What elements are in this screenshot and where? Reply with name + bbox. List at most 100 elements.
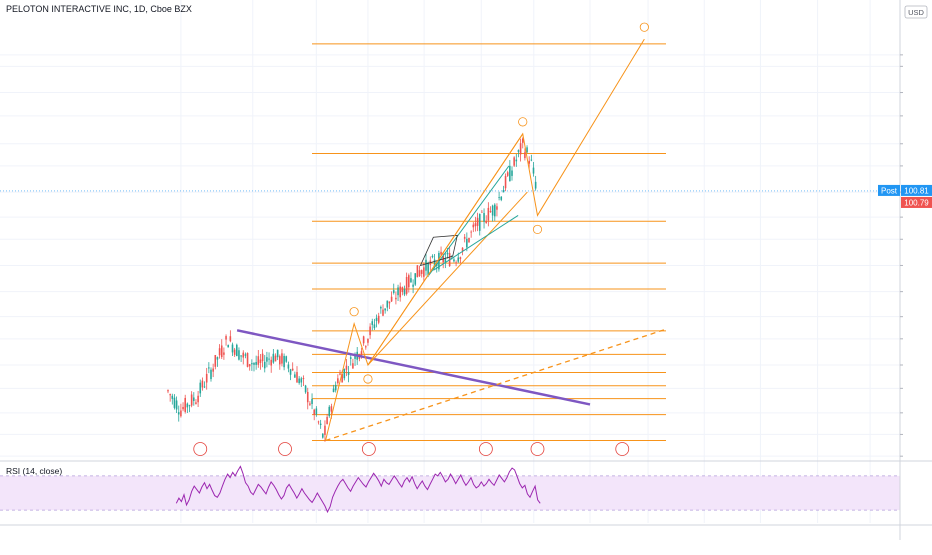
candle-body — [509, 165, 511, 182]
candle-body — [534, 181, 537, 189]
rsi-band — [0, 475, 900, 511]
candle-body — [474, 223, 477, 227]
candle-body — [343, 369, 346, 379]
rsi-line — [175, 465, 541, 514]
candle-body — [175, 400, 178, 410]
candle-body — [511, 170, 513, 176]
candle-body — [476, 217, 479, 226]
candle-body — [414, 273, 417, 285]
candle-body — [405, 276, 408, 294]
rsi-title: RSI (14, close) — [6, 466, 62, 476]
candle-body — [466, 238, 468, 248]
post-market-badge: Post 100.81 — [878, 184, 932, 196]
candle-body — [468, 238, 470, 243]
candle-body — [440, 251, 442, 255]
candle-body — [214, 355, 217, 367]
candle-body — [240, 355, 242, 357]
candle-body — [519, 143, 522, 155]
last-price-value: 100.79 — [904, 198, 929, 207]
candle-body — [328, 406, 331, 417]
candle-body — [373, 324, 376, 329]
fibonacci-layer — [312, 43, 666, 442]
candle-body — [489, 211, 492, 213]
candle-body — [386, 300, 389, 308]
candle-body — [231, 344, 234, 353]
wave-marker — [532, 224, 543, 235]
candle-body — [208, 367, 210, 369]
candle-body — [324, 425, 326, 435]
candle-body — [294, 374, 296, 378]
candle-body — [472, 224, 475, 228]
candle-body — [388, 301, 391, 304]
candle-body — [268, 358, 270, 360]
candle-body — [380, 306, 382, 309]
candle-body — [362, 336, 365, 344]
candle-body — [377, 315, 380, 323]
candle-body — [326, 416, 328, 424]
candle-body — [167, 390, 169, 392]
candle-body — [199, 382, 202, 394]
candle-body — [446, 252, 449, 255]
candle-body — [246, 352, 249, 367]
candle-body — [218, 348, 221, 356]
candle-body — [169, 394, 171, 396]
candle-body — [496, 206, 498, 210]
candle-body — [494, 204, 496, 217]
candle-body — [339, 373, 341, 375]
candle-body — [195, 402, 197, 404]
candle-body — [502, 190, 505, 193]
earnings-marker — [278, 442, 292, 456]
candle-body — [347, 371, 350, 375]
candle-body — [360, 351, 363, 355]
candle-body — [242, 352, 245, 358]
candle-body — [220, 345, 223, 358]
candle-body — [311, 398, 313, 404]
candle-body — [371, 321, 374, 325]
candle-body — [306, 391, 309, 403]
candle-body — [238, 350, 240, 360]
candle-body — [259, 359, 262, 364]
candle-body — [412, 284, 414, 287]
earnings-marker — [478, 442, 493, 456]
candle-body — [392, 290, 395, 293]
currency-button[interactable]: USD — [904, 5, 928, 19]
candle-body — [300, 378, 303, 383]
candle-body — [459, 257, 462, 259]
candle-body — [225, 336, 227, 340]
candle-body — [470, 231, 472, 233]
candle-body — [296, 372, 298, 383]
wave-marker — [363, 374, 373, 384]
consolidation-pattern — [419, 234, 458, 267]
candle-body — [190, 394, 193, 406]
rsi-pane — [0, 465, 900, 514]
candle-body — [491, 205, 494, 216]
candle-body — [229, 336, 232, 342]
candle-body — [330, 406, 333, 412]
candle-body — [390, 296, 393, 302]
candle-body — [261, 353, 264, 362]
post-badge-value: 100.81 — [904, 186, 929, 195]
candle-body — [341, 373, 343, 383]
elliott-wave-path — [325, 38, 645, 441]
candle-body — [212, 368, 214, 372]
candle-body — [304, 385, 307, 393]
candle-body — [487, 207, 490, 221]
candle-body — [244, 354, 247, 356]
candle-body — [201, 380, 204, 388]
candle-body — [257, 356, 260, 365]
candle-body — [210, 369, 212, 380]
candle-body — [186, 403, 189, 408]
candle-body — [251, 363, 253, 365]
candle-body — [425, 259, 427, 271]
candle-body — [463, 236, 466, 239]
candle-body — [332, 388, 335, 393]
candle-body — [461, 247, 464, 251]
candle-body — [171, 395, 174, 399]
candle-body — [433, 259, 436, 267]
earnings-marker — [193, 442, 208, 456]
post-badge-label: Post — [881, 186, 898, 195]
candle-body — [274, 355, 277, 362]
candle-body — [182, 406, 184, 410]
